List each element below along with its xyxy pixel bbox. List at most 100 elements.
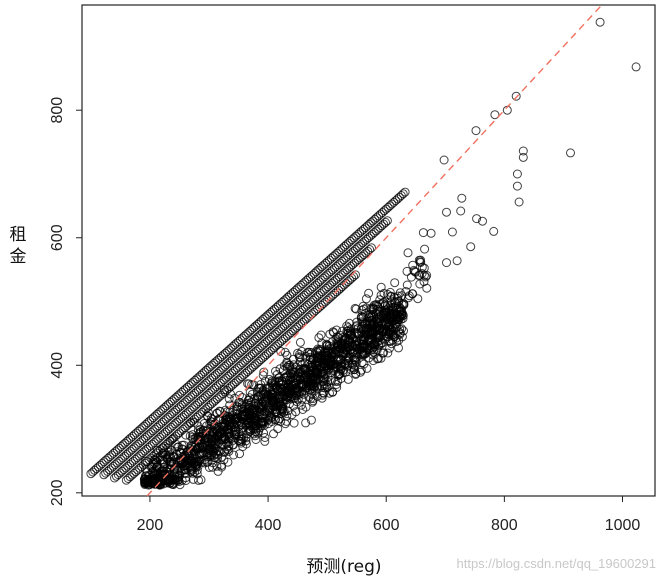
scatter-point — [191, 460, 200, 470]
scatter-point — [367, 325, 376, 335]
scatter-point — [442, 258, 451, 268]
scatter-point — [395, 329, 405, 339]
scatter-point — [275, 397, 285, 407]
scatter-point — [286, 392, 296, 402]
scatter-point — [219, 422, 229, 432]
scatter-point — [350, 303, 360, 313]
scatter-point — [374, 340, 383, 350]
scatter-point — [165, 456, 175, 466]
scatter-point — [276, 346, 286, 356]
y-tick-label: 600 — [49, 224, 66, 251]
scatter-point — [258, 386, 268, 396]
scatter-point — [319, 359, 329, 369]
scatter-point — [222, 424, 232, 434]
scatter-point — [367, 334, 377, 344]
scatter-point — [518, 152, 528, 162]
scatter-point — [158, 479, 168, 489]
scatter-point — [512, 169, 522, 179]
scatter-point — [247, 404, 257, 414]
scatter-point — [329, 328, 339, 338]
scatter-point — [280, 347, 290, 357]
scatter-point — [185, 451, 195, 461]
scatter-point — [420, 244, 430, 254]
scatter-point — [198, 428, 208, 438]
scatter-point — [250, 406, 259, 416]
scatter-point — [373, 301, 383, 311]
scatter-point — [346, 365, 356, 375]
scatter-point — [188, 456, 198, 466]
scatter-point — [213, 430, 223, 440]
scatter-point — [258, 401, 268, 411]
scatter-point — [150, 455, 159, 464]
scatter-point — [240, 411, 249, 421]
scatter-point — [186, 418, 195, 428]
scatter-point — [282, 357, 292, 367]
scatter-point — [419, 277, 429, 287]
scatter-point — [213, 466, 223, 476]
scatter-point — [181, 430, 191, 440]
scatter-point — [288, 368, 298, 377]
scatter-point — [383, 289, 393, 299]
scatter-point — [418, 228, 428, 238]
scatter-point — [316, 352, 326, 362]
scatter-point — [457, 193, 467, 203]
scatter-point — [271, 415, 280, 425]
scatter-point — [409, 265, 419, 275]
scatter-point — [235, 390, 244, 400]
scatter-point — [281, 387, 291, 397]
scatter-point — [288, 354, 298, 364]
scatter-point — [226, 424, 236, 433]
scatter-point — [313, 381, 323, 391]
scatter-point — [368, 340, 377, 350]
scatter-point — [376, 290, 386, 300]
scatter-point — [442, 207, 451, 217]
scatter-point — [148, 466, 158, 476]
scatter-point — [390, 302, 400, 311]
scatter-point — [489, 226, 499, 236]
scatter-point — [490, 110, 500, 120]
scatter-point — [294, 352, 304, 362]
scatter-point — [211, 419, 220, 429]
scatter-point — [349, 354, 359, 364]
scatter-point — [245, 407, 255, 417]
x-tick-label: 400 — [255, 517, 282, 534]
scatter-point — [403, 248, 413, 258]
scatter-point — [384, 327, 394, 337]
scatter-point — [383, 317, 393, 327]
scatter-point — [352, 317, 362, 327]
scatter-point — [219, 385, 229, 395]
scatter-point — [256, 380, 266, 389]
scatter-point — [202, 457, 212, 467]
scatter-point — [238, 442, 248, 452]
scatter-point — [194, 475, 203, 485]
scatter-point — [381, 319, 391, 329]
scatter-point — [316, 330, 326, 340]
scatter-point — [312, 364, 322, 374]
scatter-point — [390, 296, 400, 306]
scatter-point — [347, 340, 357, 350]
scatter-point — [259, 367, 269, 377]
scatter-point — [192, 444, 202, 454]
scatter-point — [287, 369, 297, 379]
scatter-point — [166, 446, 176, 455]
scatter-point — [224, 394, 234, 404]
scatter-point — [357, 358, 367, 368]
scatter-point — [296, 375, 306, 385]
scatter-point — [229, 450, 239, 460]
scatter-point — [595, 17, 605, 27]
scatter-point — [416, 255, 425, 265]
scatter-point — [223, 457, 233, 467]
scatter-point — [310, 374, 320, 384]
scatter-point — [359, 359, 369, 369]
scatter-point — [456, 206, 466, 216]
scatter-point — [402, 280, 412, 290]
scatter-point — [361, 327, 371, 336]
scatter-point — [323, 351, 333, 361]
scatter-point — [411, 267, 421, 277]
scatter-point — [369, 339, 379, 348]
scatter-point — [383, 348, 393, 358]
scatter-point — [306, 415, 316, 425]
scatter-point — [210, 423, 220, 433]
scatter-point — [231, 406, 241, 416]
scatter-point — [394, 343, 403, 353]
